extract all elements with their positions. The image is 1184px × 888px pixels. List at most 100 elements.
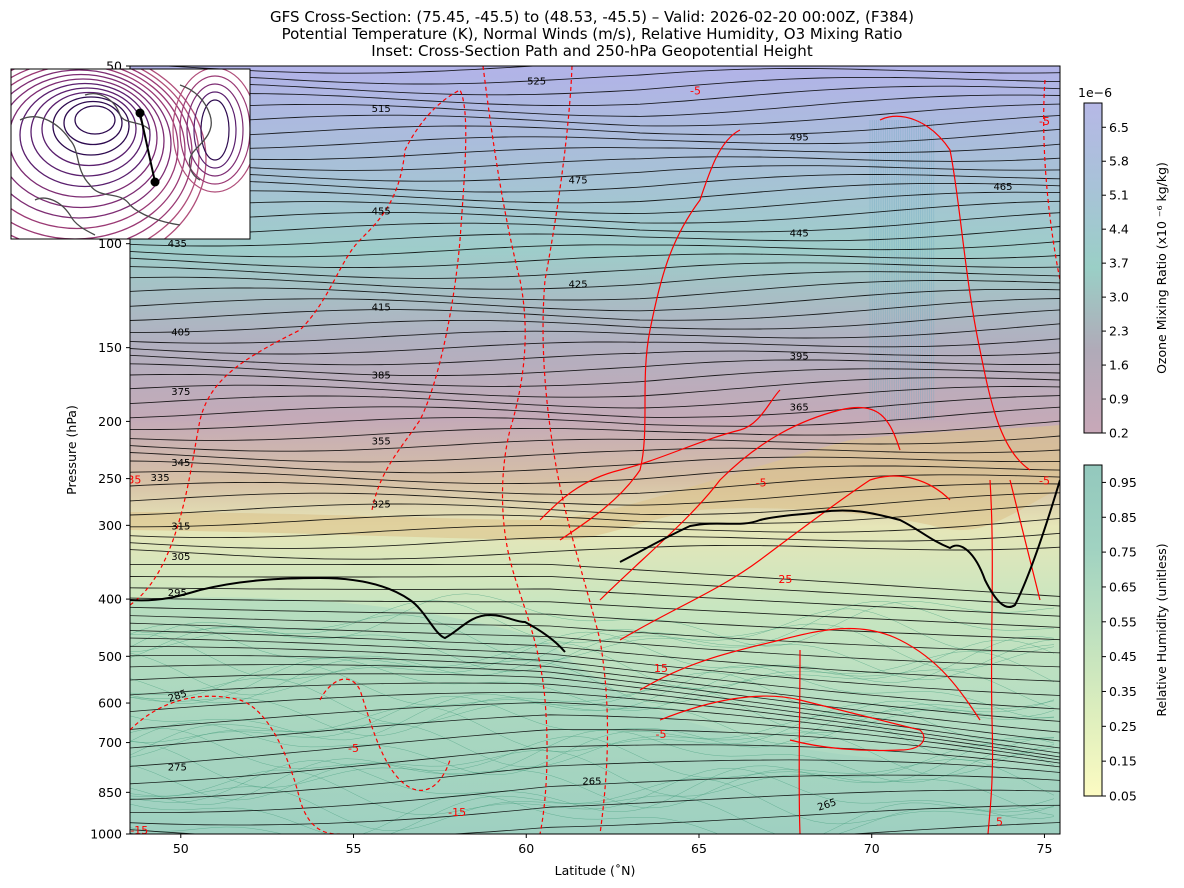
colorbar-tick-label: 3.0 (1109, 290, 1129, 305)
theta-contour-line (130, 128, 1060, 150)
colorbar-tick-label: 0.45 (1109, 649, 1137, 664)
theta-contour-label: 365 (790, 402, 809, 413)
theta-contour-line (130, 673, 1060, 742)
x-tick-label: 75 (1037, 841, 1053, 856)
wind-contour-label: -15 (448, 806, 466, 819)
theta-contour-line (130, 68, 1060, 85)
theta-contour-label: 325 (372, 499, 391, 510)
wind-contour-line (987, 479, 994, 834)
y-tick-label: 600 (98, 696, 122, 711)
rh-fill-contour (130, 686, 1055, 737)
colorbar-tick-label: 0.9 (1109, 392, 1129, 407)
wind-contour-labels: -5 -5 -35 -5 -5 25 15 -5 -5 -15 -15 5 (130, 84, 1050, 837)
theta-contour-label: 475 (569, 176, 588, 187)
theta-contour-label: 345 (171, 458, 190, 469)
inset-contour (52, 96, 130, 156)
theta-contour-line (130, 744, 1060, 785)
inset-contour (172, 69, 250, 193)
theta-contour-label: 275 (168, 762, 187, 773)
inset-contour (11, 69, 186, 239)
plot-frame (129, 65, 1061, 835)
wind-contour-line (1009, 479, 1041, 601)
wind-contour-line (798, 649, 801, 834)
y-tick-label: 400 (98, 592, 122, 607)
rh-fill-contour (130, 758, 1055, 809)
wind-contours (130, 66, 1060, 834)
theta-contour-line (130, 182, 1060, 204)
colorbar-tick-label: 0.2 (1109, 426, 1129, 441)
ozone-colorbar-ticks: 0.2 0.9 1.6 2.3 3.0 3.7 4.4 5.1 5.8 6.5 (1102, 120, 1129, 441)
wind-contour-line (879, 115, 1031, 471)
theta-contour-label: 415 (372, 302, 391, 313)
colorbar-tick-label: 0.75 (1109, 545, 1137, 560)
theta-contour-line (130, 789, 1060, 826)
rh-fill-contour (130, 736, 1055, 788)
colorbar-tick-label: 0.95 (1109, 475, 1137, 490)
inset-contour (19, 82, 151, 188)
colorbar-tick-label: 2.3 (1109, 324, 1129, 339)
ozone-colorbar-fill (1084, 103, 1102, 433)
theta-contour-line (130, 350, 1060, 366)
theta-contour-line (130, 435, 1060, 452)
theta-contour-line (130, 804, 1060, 834)
colorbar-tick-label: 0.05 (1109, 789, 1137, 804)
theta-contour-line (130, 226, 1060, 247)
theta-contour-label: 515 (372, 104, 391, 115)
wind-contour-label: -5 (1039, 475, 1050, 488)
theta-contour-label: 305 (171, 552, 190, 563)
theta-contour-label: 385 (372, 371, 391, 382)
wind-contour-label: -15 (130, 824, 148, 837)
inset-frame (10, 68, 251, 240)
theta-contour-label: 425 (569, 279, 588, 290)
wind-contour-label: 5 (996, 815, 1003, 828)
colorbar-tick-label: 0.55 (1109, 614, 1137, 629)
rh-fill-contour (130, 696, 1055, 748)
theta-contour-line (130, 386, 1060, 409)
inset-contour (30, 87, 144, 177)
theta-contour-line (130, 456, 1060, 474)
inset-contour (11, 78, 158, 198)
inset-coastlines (19, 84, 212, 236)
colorbar-tick-label: 0.35 (1109, 684, 1137, 699)
inset-contour (179, 75, 250, 185)
theta-contour-line (130, 143, 1060, 161)
theta-contour-line (130, 664, 1060, 733)
x-tick-label: 55 (346, 841, 362, 856)
inset-background (11, 69, 250, 239)
theta-contour-line (130, 563, 1060, 597)
inset-contour (41, 91, 137, 167)
theta-contour-line (159, 66, 542, 74)
theta-contour-line (130, 280, 1060, 301)
rh-fill-contour (130, 722, 1055, 776)
colorbar-tick-label: 1.6 (1109, 358, 1129, 373)
x-tick-label: 65 (691, 841, 707, 856)
y-tick-label: 150 (98, 340, 122, 355)
y-tick-label: 850 (98, 785, 122, 800)
rh-fill-contour (130, 608, 1055, 661)
rh-fill-contour (130, 767, 1055, 820)
theta-contour-line (130, 474, 1060, 495)
theta-contour-line (130, 359, 1060, 377)
theta-contour-label: 465 (993, 182, 1012, 193)
theta-contour-label: 335 (151, 473, 170, 484)
theta-contour-line (130, 298, 1060, 321)
theta-contour-label: 495 (790, 133, 809, 144)
y-tick-label: 1000 (90, 827, 122, 842)
y-tick-label: 500 (98, 649, 122, 664)
theta-contour-label: 435 (168, 239, 187, 250)
theta-contour-line (130, 492, 1060, 516)
theta-contour-label: 455 (372, 206, 391, 217)
theta-contour-line (130, 253, 1060, 269)
colorbar-tick-label: 0.15 (1109, 754, 1137, 769)
rh-fill-contour (130, 593, 1055, 647)
wind-contour-label: -5 (756, 477, 767, 490)
theta-contour-line (130, 174, 1060, 193)
inset-path-end-marker (150, 177, 160, 187)
theta-contour-line (130, 406, 1060, 431)
theta-contour-line (130, 544, 1060, 560)
inset-contour (186, 83, 244, 177)
tropopause-line (130, 479, 1060, 653)
colorbar-tick-label: 0.85 (1109, 510, 1137, 525)
theta-contours (130, 66, 1060, 834)
